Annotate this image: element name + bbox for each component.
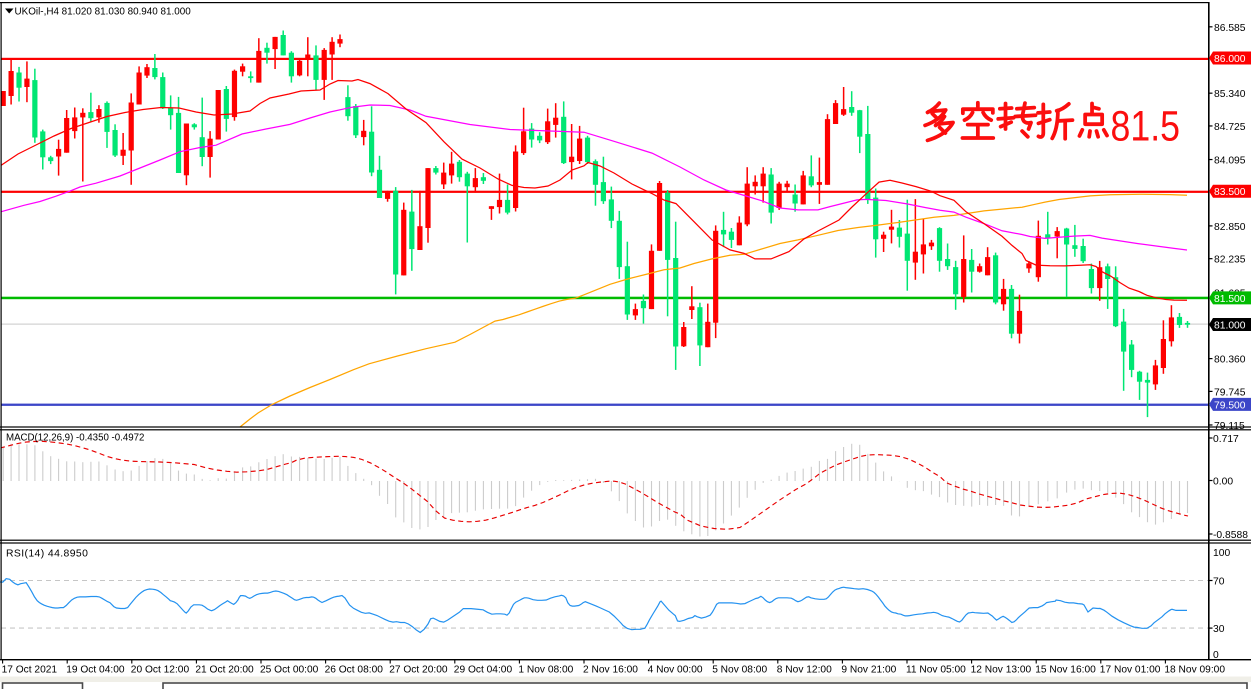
svg-text:26 Oct 08:00: 26 Oct 08:00 xyxy=(325,665,384,676)
svg-text:UKOil-,H4 81.020 81.030 80.94: UKOil-,H4 81.020 81.030 80.940 81.000 xyxy=(15,7,192,18)
svg-text:15 Nov 16:00: 15 Nov 16:00 xyxy=(1035,665,1096,676)
svg-text:1 Nov 08:00: 1 Nov 08:00 xyxy=(518,665,573,676)
svg-text:81.500: 81.500 xyxy=(1214,294,1246,305)
svg-text:82.850: 82.850 xyxy=(1214,222,1246,233)
svg-text:81.000: 81.000 xyxy=(1214,321,1246,332)
svg-text:81.5: 81.5 xyxy=(1111,103,1181,151)
svg-text:25 Oct 00:00: 25 Oct 00:00 xyxy=(260,665,319,676)
svg-text:18 Nov 09:00: 18 Nov 09:00 xyxy=(1164,665,1225,676)
svg-text:0.00: 0.00 xyxy=(1213,477,1233,488)
svg-text:-0.8588: -0.8588 xyxy=(1213,530,1248,541)
svg-text:5 Nov 08:00: 5 Nov 08:00 xyxy=(712,665,767,676)
svg-text:83.500: 83.500 xyxy=(1214,187,1246,198)
svg-text:11 Nov 05:00: 11 Nov 05:00 xyxy=(906,665,966,676)
svg-text:19 Oct 04:00: 19 Oct 04:00 xyxy=(66,665,125,676)
svg-text:17 Oct 2021: 17 Oct 2021 xyxy=(2,665,58,676)
svg-text:84.095: 84.095 xyxy=(1214,156,1246,167)
svg-text:100: 100 xyxy=(1213,548,1230,559)
svg-text:30: 30 xyxy=(1213,624,1225,635)
svg-text:79.500: 79.500 xyxy=(1214,400,1246,411)
svg-text:79.115: 79.115 xyxy=(1214,421,1245,432)
svg-text:84.725: 84.725 xyxy=(1214,122,1246,133)
svg-text:MACD(12,26,9) -0.4350 -0.4972: MACD(12,26,9) -0.4350 -0.4972 xyxy=(6,433,144,444)
svg-text:85.340: 85.340 xyxy=(1214,89,1246,100)
svg-text:86.000: 86.000 xyxy=(1214,54,1246,65)
svg-text:86.585: 86.585 xyxy=(1214,23,1246,34)
svg-text:21 Oct 20:00: 21 Oct 20:00 xyxy=(195,665,254,676)
svg-text:79.745: 79.745 xyxy=(1214,387,1246,398)
svg-text:29 Oct 04:00: 29 Oct 04:00 xyxy=(454,665,513,676)
svg-text:0.717: 0.717 xyxy=(1213,434,1239,445)
svg-text:8 Nov 12:00: 8 Nov 12:00 xyxy=(777,665,832,676)
svg-text:70: 70 xyxy=(1213,577,1225,588)
svg-text:0: 0 xyxy=(1213,650,1219,661)
svg-text:2 Nov 16:00: 2 Nov 16:00 xyxy=(583,665,638,676)
svg-text:80.360: 80.360 xyxy=(1214,355,1246,366)
svg-text:4 Nov 00:00: 4 Nov 00:00 xyxy=(648,665,703,676)
svg-text:17 Nov 01:00: 17 Nov 01:00 xyxy=(1100,665,1161,676)
svg-text:12 Nov 13:00: 12 Nov 13:00 xyxy=(971,665,1032,676)
svg-text:27 Oct 20:00: 27 Oct 20:00 xyxy=(389,665,448,676)
svg-text:RSI(14) 44.8950: RSI(14) 44.8950 xyxy=(6,549,88,560)
svg-text:20 Oct 12:00: 20 Oct 12:00 xyxy=(131,665,190,676)
svg-text:82.235: 82.235 xyxy=(1214,255,1246,266)
svg-text:9 Nov 21:00: 9 Nov 21:00 xyxy=(841,665,896,676)
